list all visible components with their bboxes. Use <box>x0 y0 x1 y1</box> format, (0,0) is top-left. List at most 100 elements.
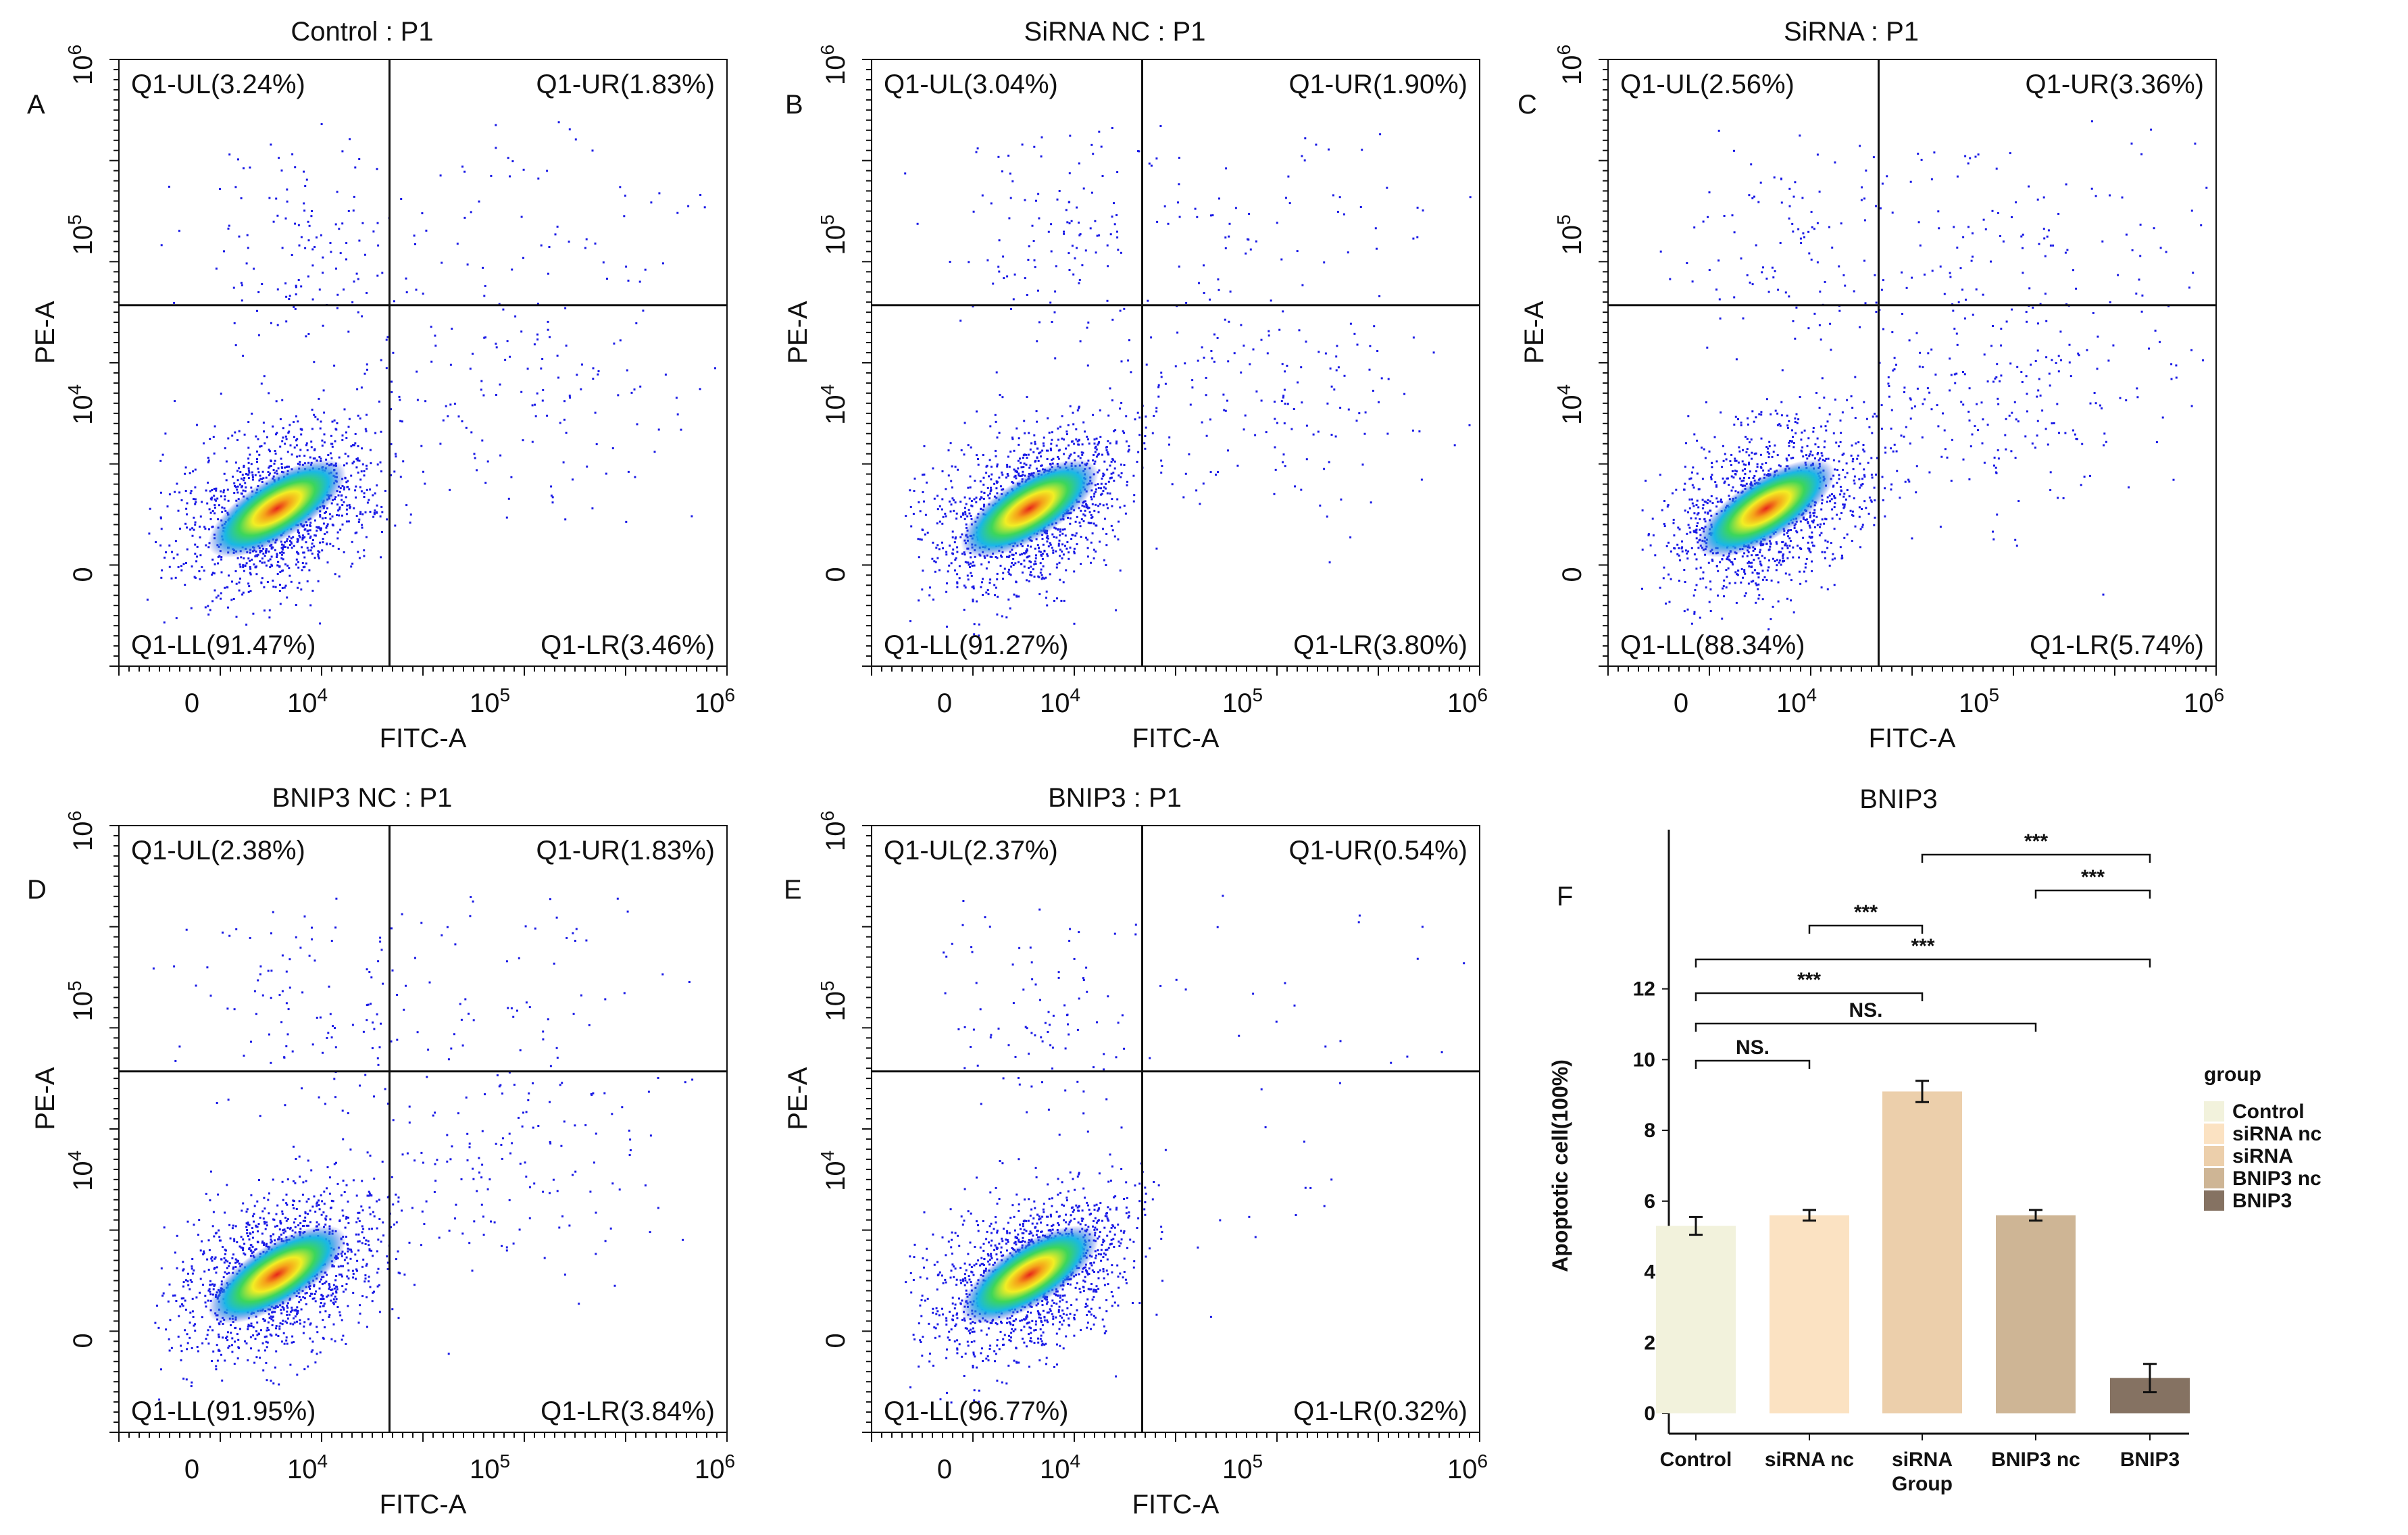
x-tick-label: 104 <box>1040 1451 1080 1484</box>
quadrant-ul-label: Q1-UL(2.37%) <box>884 836 1058 865</box>
legend-swatch <box>2204 1101 2224 1122</box>
legend-swatch <box>2204 1168 2224 1188</box>
quadrant-ll-label: Q1-LL(91.27%) <box>884 630 1068 660</box>
quadrant-ur-label: Q1-UR(3.36%) <box>2025 70 2204 99</box>
scatter-points <box>1641 120 2208 640</box>
x-tick-label: 106 <box>695 684 735 718</box>
x-tick-label: 105 <box>470 684 510 718</box>
flow-panel-d: Q1-UL(2.38%) Q1-UR(1.83%) Q1-LL(91.95%) Q1-… <box>27 783 735 1519</box>
y-axis-label: PE-A <box>783 1067 813 1130</box>
x-tick-label: 104 <box>287 1451 328 1484</box>
bar-x-axis-label: Group <box>1892 1473 1953 1495</box>
y-tick-label: 0 <box>821 567 851 582</box>
y-tick-label: 106 <box>64 45 98 85</box>
scatter-points <box>152 896 694 1401</box>
panel-title: SiRNA NC : P1 <box>1024 17 1206 47</box>
bar-x-tick-label: siRNA <box>1892 1449 1953 1471</box>
x-tick-label: 105 <box>1222 684 1263 718</box>
y-tick-label: 105 <box>1553 214 1587 255</box>
y-tick-label: 0 <box>68 1333 98 1348</box>
y-tick-label: 106 <box>817 811 851 851</box>
y-tick-label: 104 <box>817 384 851 425</box>
x-axis-label: FITC-A <box>1132 1490 1220 1519</box>
quadrant-ul-label: Q1-UL(3.04%) <box>884 70 1058 99</box>
y-tick-label: 104 <box>817 1151 851 1191</box>
y-axis-label: PE-A <box>1520 301 1549 364</box>
quadrant-ul-label: Q1-UL(2.56%) <box>1620 70 1795 99</box>
bar-y-tick-label: 10 <box>1633 1049 1655 1071</box>
x-tick-label: 106 <box>1447 684 1488 718</box>
legend-entry: siRNA nc <box>2232 1123 2322 1145</box>
significance-label: NS. <box>1736 1036 1770 1059</box>
x-axis-label: FITC-A <box>1132 724 1220 753</box>
bar-y-tick-label: 6 <box>1644 1190 1655 1213</box>
bar-y-tick-label: 0 <box>1644 1403 1655 1425</box>
quadrant-lr-label: Q1-LR(0.32%) <box>1293 1396 1468 1426</box>
legend-swatch <box>2204 1124 2224 1144</box>
bar-y-tick-label: 4 <box>1644 1261 1655 1284</box>
legend-swatch <box>2204 1146 2224 1166</box>
quadrant-ur-label: Q1-UR(0.54%) <box>1288 836 1468 865</box>
density-core <box>1697 459 1836 558</box>
quadrant-ll-label: Q1-LL(91.47%) <box>131 630 316 660</box>
bar-x-tick-label: BNIP3 nc <box>1991 1449 2080 1471</box>
bar-sirna <box>1882 1091 1962 1413</box>
bar-x-tick-label: BNIP3 <box>2120 1449 2180 1471</box>
density-core <box>960 1225 1099 1324</box>
x-tick-label: 0 <box>184 1455 199 1484</box>
significance-bracket <box>1695 958 2151 967</box>
y-tick-label: 105 <box>64 214 98 255</box>
quadrant-lr-label: Q1-LR(3.46%) <box>541 630 715 660</box>
significance-label: *** <box>2024 830 2048 853</box>
panel-letter: C <box>1517 90 1537 120</box>
quadrant-ll-label: Q1-LL(96.77%) <box>884 1396 1068 1426</box>
significance-label: *** <box>2081 866 2105 888</box>
x-tick-label: 105 <box>470 1451 510 1484</box>
scatter-points <box>904 125 1472 637</box>
legend-entry: siRNA <box>2232 1145 2293 1167</box>
flow-panel-b: Q1-UL(3.04%) Q1-UR(1.90%) Q1-LL(91.27%) Q1-… <box>783 17 1488 753</box>
x-tick-label: 104 <box>287 684 328 718</box>
plot-frame <box>871 825 1480 1433</box>
y-tick-label: 0 <box>821 1333 851 1348</box>
x-tick-label: 0 <box>1674 688 1688 718</box>
x-tick-label: 106 <box>695 1451 735 1484</box>
bar-y-tick-label: 8 <box>1644 1119 1655 1142</box>
quadrant-ul-label: Q1-UL(2.38%) <box>131 836 305 865</box>
legend-entry: BNIP3 nc <box>2232 1167 2322 1190</box>
significance-bracket <box>1695 1059 1811 1069</box>
significance-label: *** <box>1854 901 1878 924</box>
y-axis-label: PE-A <box>783 301 813 364</box>
bar-x-tick-label: siRNA nc <box>1765 1449 1854 1471</box>
panel-title: SiRNA : P1 <box>1784 17 1919 47</box>
quadrant-ur-label: Q1-UR(1.90%) <box>1288 70 1468 99</box>
y-tick-label: 106 <box>817 45 851 85</box>
quadrant-ul-label: Q1-UL(3.24%) <box>131 70 305 99</box>
significance-bracket <box>2034 889 2151 899</box>
panel-letter: D <box>27 875 47 905</box>
plot-frame <box>871 59 1480 667</box>
density-core <box>207 1225 347 1324</box>
plot-frame <box>118 59 728 667</box>
legend-swatch <box>2204 1190 2224 1211</box>
significance-label: *** <box>1911 935 1934 957</box>
quadrant-ll-label: Q1-LL(88.34%) <box>1620 630 1805 660</box>
flow-panel-a: Q1-UL(3.24%) Q1-UR(1.83%) Q1-LL(91.47%) Q1-… <box>27 17 735 753</box>
y-tick-label: 106 <box>1553 45 1587 85</box>
legend-entry: BNIP3 <box>2232 1190 2292 1212</box>
bar-y-tick-label: 2 <box>1644 1332 1655 1354</box>
x-axis-label: FITC-A <box>380 724 467 753</box>
y-tick-label: 105 <box>817 214 851 255</box>
y-axis-label: PE-A <box>30 301 60 364</box>
significance-bracket <box>1695 1022 2037 1032</box>
x-axis-label: FITC-A <box>380 1490 467 1519</box>
y-tick-label: 0 <box>68 567 98 582</box>
legend-entry: Control <box>2232 1101 2305 1123</box>
x-tick-label: 104 <box>1776 684 1817 718</box>
quadrant-lr-label: Q1-LR(3.84%) <box>541 1396 715 1426</box>
x-tick-label: 0 <box>937 1455 952 1484</box>
plot-frame <box>118 825 728 1433</box>
quadrant-ur-label: Q1-UR(1.83%) <box>536 836 715 865</box>
bar-title: BNIP3 <box>1859 784 1938 814</box>
